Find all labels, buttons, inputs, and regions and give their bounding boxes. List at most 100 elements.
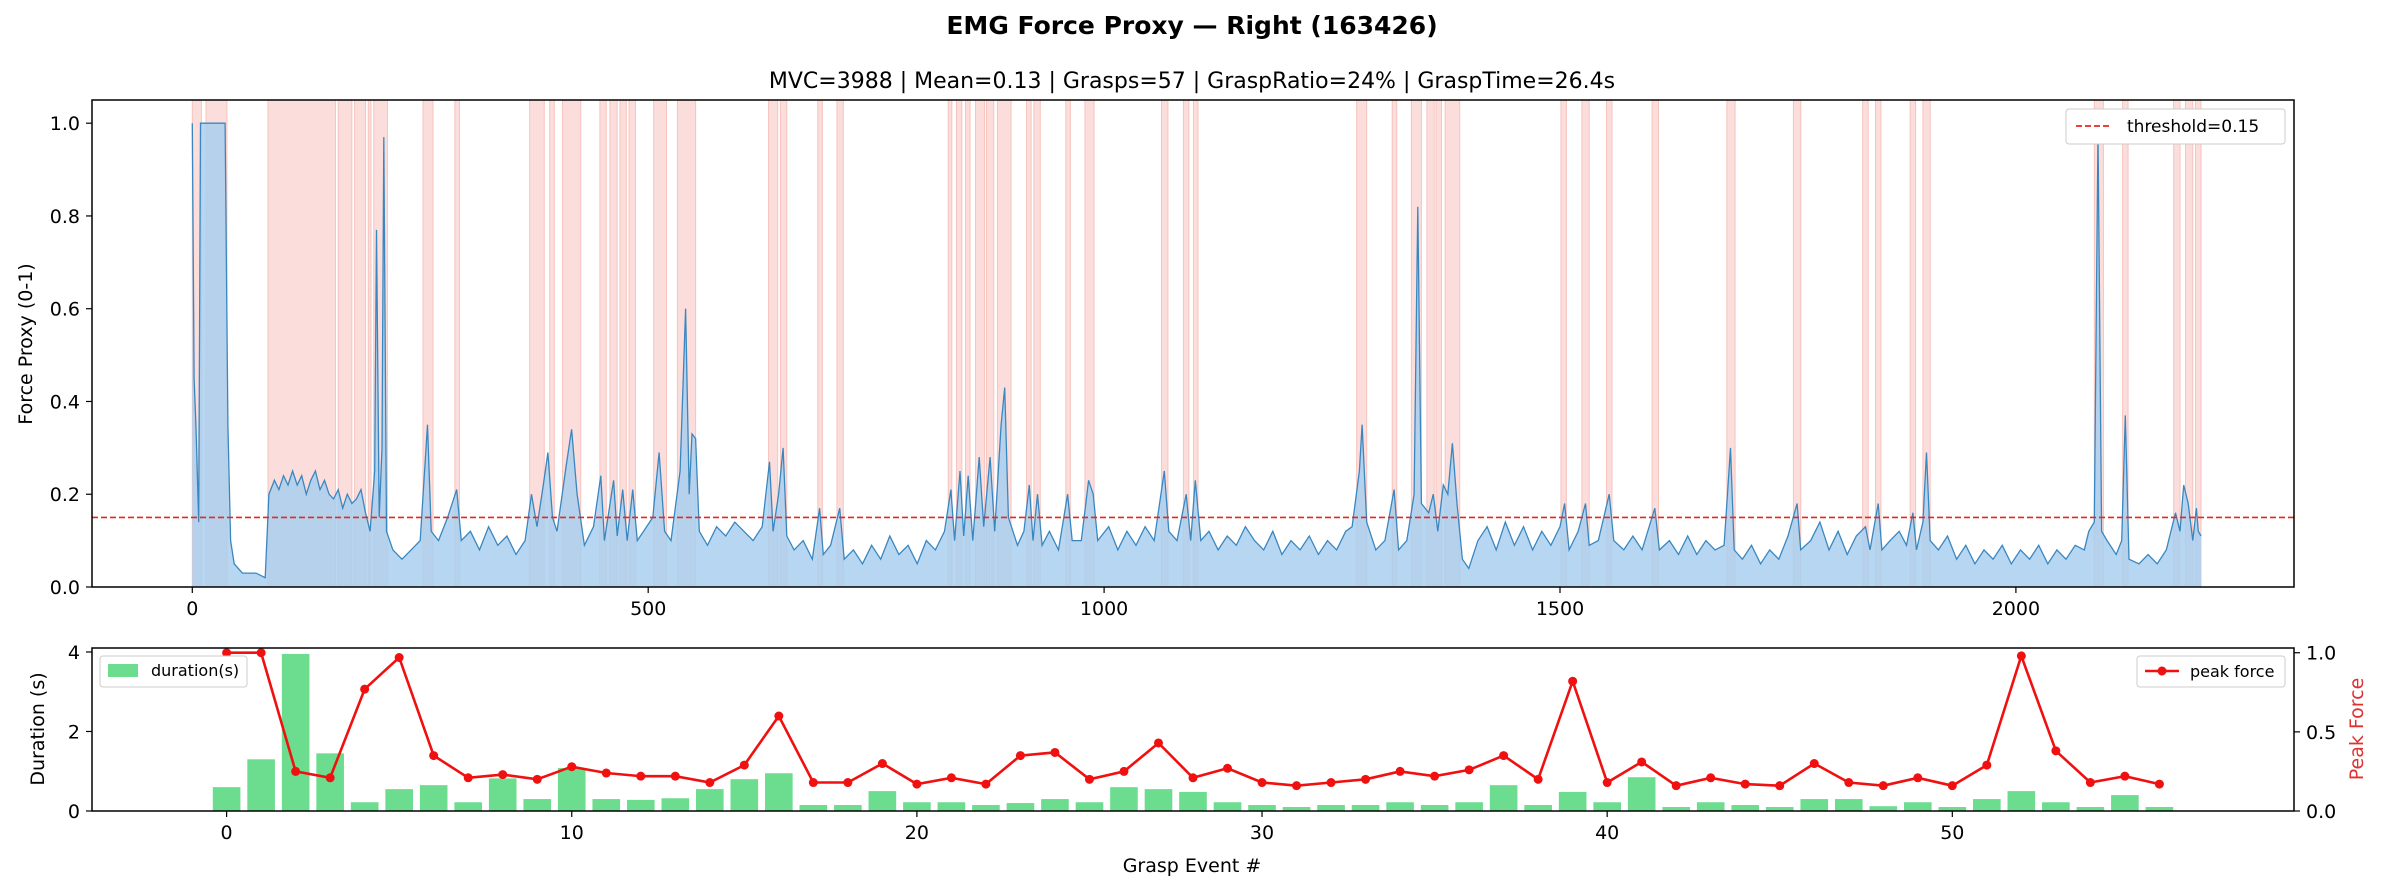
peak-force-point bbox=[2085, 778, 2095, 788]
duration-bar bbox=[2007, 791, 2036, 811]
duration-bar bbox=[972, 805, 1000, 811]
duration-bar bbox=[212, 787, 241, 811]
peak-force-point bbox=[877, 759, 887, 769]
bottom-y2-axis-label: Peak Force bbox=[2346, 678, 2368, 781]
y-tick-label: 0.8 bbox=[50, 206, 80, 228]
duration-bar bbox=[350, 802, 379, 811]
y-tick-label: 0.4 bbox=[50, 391, 80, 413]
x-tick-label: 2000 bbox=[1992, 598, 2040, 620]
peak-force-point bbox=[1188, 773, 1198, 783]
peak-force-point bbox=[1809, 759, 1819, 769]
y2-tick-label: 0.0 bbox=[2306, 801, 2336, 823]
peak-force-legend-label: peak force bbox=[2190, 662, 2274, 681]
duration-legend-swatch bbox=[108, 664, 138, 677]
peak-force-point bbox=[1878, 781, 1888, 791]
y2-tick-label: 0.5 bbox=[2306, 722, 2336, 744]
duration-bar bbox=[1386, 802, 1414, 811]
x-tick-label: 1500 bbox=[1536, 598, 1584, 620]
peak-force-point bbox=[532, 774, 542, 784]
peak-force-point bbox=[1223, 763, 1233, 773]
peak-force-point bbox=[843, 778, 853, 788]
peak-force-point bbox=[498, 770, 508, 780]
peak-force-point bbox=[429, 751, 439, 761]
peak-force-point bbox=[325, 773, 335, 783]
peak-force-point bbox=[1084, 774, 1094, 784]
peak-force-point bbox=[1499, 751, 1509, 761]
peak-force-point bbox=[1706, 773, 1716, 783]
peak-force-point bbox=[1430, 771, 1440, 781]
top-y-ticks: 0.0 0.2 0.4 0.6 0.8 1.0 bbox=[50, 113, 92, 599]
peak-force-point bbox=[1292, 781, 1302, 791]
duration-bar bbox=[1834, 799, 1863, 811]
peak-force-point bbox=[1533, 774, 1543, 784]
peak-force-point bbox=[394, 652, 404, 662]
force-series bbox=[191, 122, 2202, 587]
peak-force-point bbox=[1637, 757, 1647, 767]
peak-force-point bbox=[1775, 781, 1785, 791]
duration-bar bbox=[385, 789, 413, 811]
duration-bars bbox=[212, 653, 2174, 811]
peak-force-point bbox=[601, 768, 611, 778]
duration-bar bbox=[1696, 802, 1725, 811]
peak-force-point bbox=[1395, 766, 1405, 776]
peak-force-point bbox=[256, 648, 266, 658]
duration-bar bbox=[1041, 799, 1069, 811]
duration-bar bbox=[557, 768, 586, 811]
peak-force-point bbox=[636, 771, 646, 781]
duration-bar bbox=[868, 791, 897, 811]
top-plot-frame bbox=[91, 99, 2295, 588]
peak-force-point bbox=[2051, 746, 2061, 756]
force-proxy-panel: MVC=3988 | Mean=0.13 | Grasps=57 | Grasp… bbox=[15, 69, 2295, 620]
duration-bar bbox=[1420, 805, 1449, 811]
duration-bar bbox=[454, 802, 483, 811]
duration-bar bbox=[2076, 807, 2105, 811]
peak-force-point bbox=[774, 711, 784, 721]
peak-force-point bbox=[1153, 738, 1163, 748]
peak-force-point bbox=[1671, 781, 1681, 791]
duration-bar bbox=[834, 805, 862, 811]
duration-bar bbox=[1110, 787, 1138, 811]
peak-force-point bbox=[1015, 751, 1025, 761]
duration-bar bbox=[1800, 799, 1829, 811]
grasp-events-panel: 0 10 20 30 40 50 0 2 4 0.0 0.5 1.0 Duration (s) P… bbox=[27, 642, 2368, 877]
x-tick-label: 40 bbox=[1595, 822, 1619, 844]
peak-force-point bbox=[1568, 676, 1578, 686]
duration-bar bbox=[765, 773, 793, 811]
duration-bar bbox=[1213, 802, 1242, 811]
duration-bar bbox=[799, 805, 828, 811]
duration-bar bbox=[1075, 802, 1104, 811]
duration-bar bbox=[1973, 799, 2001, 811]
duration-bar bbox=[281, 653, 310, 811]
duration-bar bbox=[523, 799, 552, 811]
bottom-plot-frame bbox=[91, 647, 2295, 812]
x-tick-label: 0 bbox=[221, 822, 233, 844]
peak-force-point bbox=[981, 779, 991, 789]
duration-bar bbox=[1179, 791, 1207, 811]
y-tick-label: 0 bbox=[68, 801, 80, 823]
peak-force-point bbox=[808, 778, 818, 788]
duration-legend: duration(s) bbox=[99, 655, 248, 688]
bottom-y-ticks: 0 2 4 bbox=[68, 642, 92, 823]
x-tick-label: 1000 bbox=[1080, 598, 1128, 620]
grasp-span bbox=[367, 99, 372, 588]
peak-force-point bbox=[1257, 778, 1267, 788]
duration-bar bbox=[2111, 795, 2139, 811]
duration-bar bbox=[1627, 777, 1656, 811]
peak-force-series bbox=[222, 648, 2164, 791]
peak-force-point bbox=[739, 760, 749, 770]
duration-bar bbox=[1524, 805, 1552, 811]
y-tick-label: 0.6 bbox=[50, 299, 80, 321]
peak-force-point bbox=[2120, 771, 2130, 781]
duration-bar bbox=[695, 789, 724, 811]
duration-bar bbox=[730, 779, 759, 811]
duration-bar bbox=[1903, 802, 1932, 811]
peak-force-point bbox=[1464, 765, 1474, 775]
duration-bar bbox=[937, 802, 966, 811]
peak-force-line bbox=[226, 651, 2160, 788]
top-x-ticks: 0 500 1000 1500 2000 bbox=[186, 587, 2040, 620]
peak-force-point bbox=[1361, 774, 1371, 784]
peak-force-point bbox=[705, 778, 715, 788]
x-tick-label: 500 bbox=[630, 598, 666, 620]
peak-force-legend: peak force bbox=[2136, 655, 2286, 688]
